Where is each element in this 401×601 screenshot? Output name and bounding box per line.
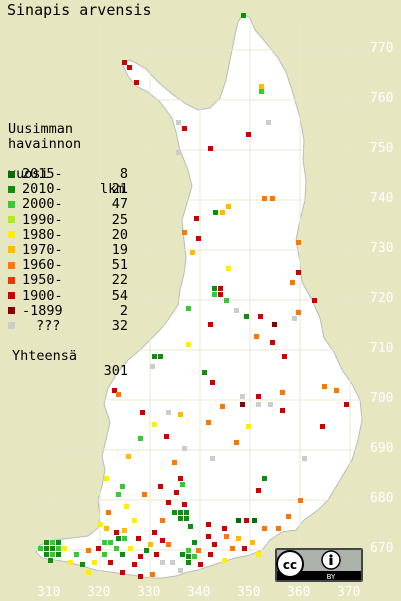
legend-total-count: 301 [103, 363, 128, 380]
x-tick: 340 [187, 585, 211, 600]
legend-header-line3: vuosi [8, 166, 49, 182]
legend-swatch [8, 185, 15, 193]
y-tick: 750 [370, 141, 394, 156]
legend-count: 47 [111, 196, 128, 213]
y-tick: 710 [370, 341, 394, 356]
legend-period: ??? [36, 317, 61, 334]
legend-period: 2010- [22, 181, 63, 198]
legend-header-line2: havainnon [8, 136, 82, 152]
legend-row: 1990- 25 [8, 211, 128, 228]
x-tick: 330 [137, 585, 161, 600]
legend-period: 2015- [22, 166, 63, 182]
legend-period: 1960- [22, 257, 63, 274]
legend-period: 1950- [22, 272, 63, 289]
y-tick: 740 [370, 191, 394, 206]
legend-swatch [8, 276, 15, 284]
map-grid [30, 20, 400, 580]
legend-row: 1980- 20 [8, 226, 128, 243]
y-tick: 700 [370, 391, 394, 406]
y-tick: 770 [370, 41, 394, 56]
legend-row: -1899 2 [8, 302, 128, 319]
legend-count: 8 [119, 166, 128, 182]
legend-row: 2010- 21 [8, 181, 128, 198]
legend-period: 2000- [22, 196, 63, 213]
y-tick: 680 [370, 491, 394, 506]
x-tick: 370 [337, 585, 361, 600]
legend-count: 25 [111, 211, 128, 228]
legend-row: 1970- 19 [8, 241, 128, 258]
legend: Uusimman havainnon vuosi lkm 2015- 8 2010-… [8, 121, 128, 379]
y-tick: 760 [370, 91, 394, 106]
legend-total-row: Yhteensä 301 [8, 334, 128, 379]
legend-swatch [8, 322, 15, 330]
map-title: Sinapis arvensis [7, 1, 152, 19]
y-tick: 730 [370, 241, 394, 256]
svg-text:cc: cc [283, 558, 297, 572]
legend-swatch [8, 231, 15, 239]
legend-swatch [8, 307, 15, 315]
cc-icon [276, 550, 304, 578]
legend-count: 54 [111, 287, 128, 304]
legend-row: 1950- 22 [8, 272, 128, 289]
legend-row: 2015- 8 [8, 166, 128, 182]
legend-count: 19 [111, 241, 128, 258]
legend-period: 1990- [22, 211, 63, 228]
legend-period: 1970- [22, 241, 63, 258]
legend-count: 20 [111, 226, 128, 243]
legend-count: 32 [111, 317, 128, 334]
legend-count: 21 [111, 181, 128, 198]
cc-badge-by-label: BY [327, 573, 336, 581]
legend-swatch [8, 261, 15, 269]
legend-period: -1899 [22, 302, 63, 319]
legend-rows: 2015- 8 2010- 21 2000- 47 1990- 25 1980- 20 1970- 1… [8, 166, 128, 334]
legend-swatch [8, 246, 15, 254]
y-tick: 720 [370, 291, 394, 306]
legend-row: 1900- 54 [8, 287, 128, 304]
legend-swatch [8, 170, 15, 178]
legend-swatch [8, 216, 15, 224]
legend-row: 2000- 47 [8, 196, 128, 213]
x-tick: 360 [287, 585, 311, 600]
y-tick: 670 [370, 541, 394, 556]
legend-swatch [8, 292, 15, 299]
legend-period: 1980- [22, 226, 63, 243]
legend-count: 22 [111, 272, 128, 289]
legend-count: 2 [119, 302, 128, 319]
x-tick: 320 [87, 585, 111, 600]
legend-total-label: Yhteensä [12, 348, 78, 365]
legend-row: ??? 32 [8, 317, 128, 334]
legend-count: 51 [111, 257, 128, 274]
legend-swatch [8, 200, 15, 208]
legend-row: 1960- 51 [8, 257, 128, 274]
y-tick: 690 [370, 441, 394, 456]
legend-period: 1900- [22, 287, 63, 304]
x-tick: 310 [37, 585, 61, 600]
observation-markers [38, 13, 349, 579]
legend-header-count: lkm [100, 181, 125, 197]
legend-header-line1: Uusimman [8, 121, 74, 137]
cc-badge-graphic: cc BY [275, 548, 363, 582]
cc-license-badge[interactable]: cc BY [275, 548, 363, 582]
x-tick: 350 [237, 585, 261, 600]
